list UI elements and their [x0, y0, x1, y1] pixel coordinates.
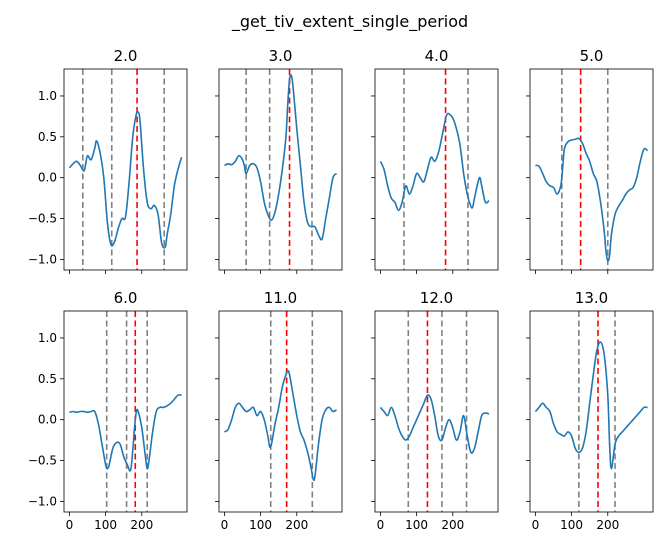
x-tick-label: 100: [560, 518, 583, 532]
series-line: [68, 110, 183, 249]
series-line: [69, 394, 182, 472]
y-tick-label: 0.0: [38, 413, 57, 427]
x-tick-label: 0: [221, 518, 229, 532]
y-tick-label: −0.5: [28, 454, 57, 468]
x-tick-label: 200: [285, 518, 308, 532]
subplot-3: 5.0: [526, 47, 654, 274]
subplot-title: 3.0: [269, 47, 293, 65]
series-line: [379, 112, 490, 212]
subplot-title: 4.0: [425, 47, 449, 65]
y-tick-label: 1.0: [38, 331, 57, 345]
axes-frame: [529, 310, 654, 513]
x-tick-label: 100: [94, 518, 117, 532]
series-line: [379, 394, 490, 454]
subplot-5: 11.0 0 100 200: [215, 289, 343, 532]
y-tick-label: 1.0: [38, 89, 57, 103]
x-tick-label: 100: [249, 518, 272, 532]
series-line: [535, 137, 649, 262]
subplot-title: 13.0: [575, 289, 608, 307]
subplot-title: 12.0: [420, 289, 453, 307]
axes-frame: [529, 68, 654, 271]
x-tick-label: 200: [130, 518, 153, 532]
y-tick-label: 0.5: [38, 372, 57, 386]
axes-frame: [218, 68, 343, 271]
x-tick-label: 0: [377, 518, 385, 532]
axes-frame: [374, 310, 499, 513]
y-tick-label: 0.0: [38, 171, 57, 185]
subplot-grid: 2.0 −1.0 −0.5 0.0 0.5 1.0 3.0 4.0 5.0 6.0 −1.0 −0.5…: [28, 47, 654, 532]
x-tick-label: 0: [66, 518, 74, 532]
subplot-7: 13.0 0 100 200: [526, 289, 654, 532]
x-tick-label: 0: [532, 518, 540, 532]
x-tick-label: 200: [596, 518, 619, 532]
subplot-0: 2.0 −1.0 −0.5 0.0 0.5 1.0: [28, 47, 188, 274]
x-tick-label: 100: [405, 518, 428, 532]
subplot-6: 12.0 0 100 200: [371, 289, 499, 532]
figure-suptitle: _get_tiv_extent_single_period: [231, 12, 468, 32]
axes-frame: [63, 68, 188, 271]
series-line: [224, 74, 338, 241]
subplot-4: 6.0 −1.0 −0.5 0.0 0.5 1.0 0 100 200: [28, 289, 188, 532]
y-tick-label: −1.0: [28, 494, 57, 508]
x-tick-label: 200: [441, 518, 464, 532]
series-line: [534, 341, 648, 470]
y-tick-label: −1.0: [28, 252, 57, 266]
subplot-title: 11.0: [264, 289, 297, 307]
series-line: [223, 369, 337, 482]
axes-frame: [63, 310, 188, 513]
axes-frame: [374, 68, 499, 271]
subplot-title: 5.0: [580, 47, 604, 65]
axes-frame: [218, 310, 343, 513]
subplot-title: 6.0: [114, 289, 138, 307]
y-tick-label: −0.5: [28, 212, 57, 226]
subplot-1: 3.0: [215, 47, 343, 274]
y-tick-label: 0.5: [38, 130, 57, 144]
subplot-2: 4.0: [371, 47, 499, 274]
subplot-title: 2.0: [114, 47, 138, 65]
